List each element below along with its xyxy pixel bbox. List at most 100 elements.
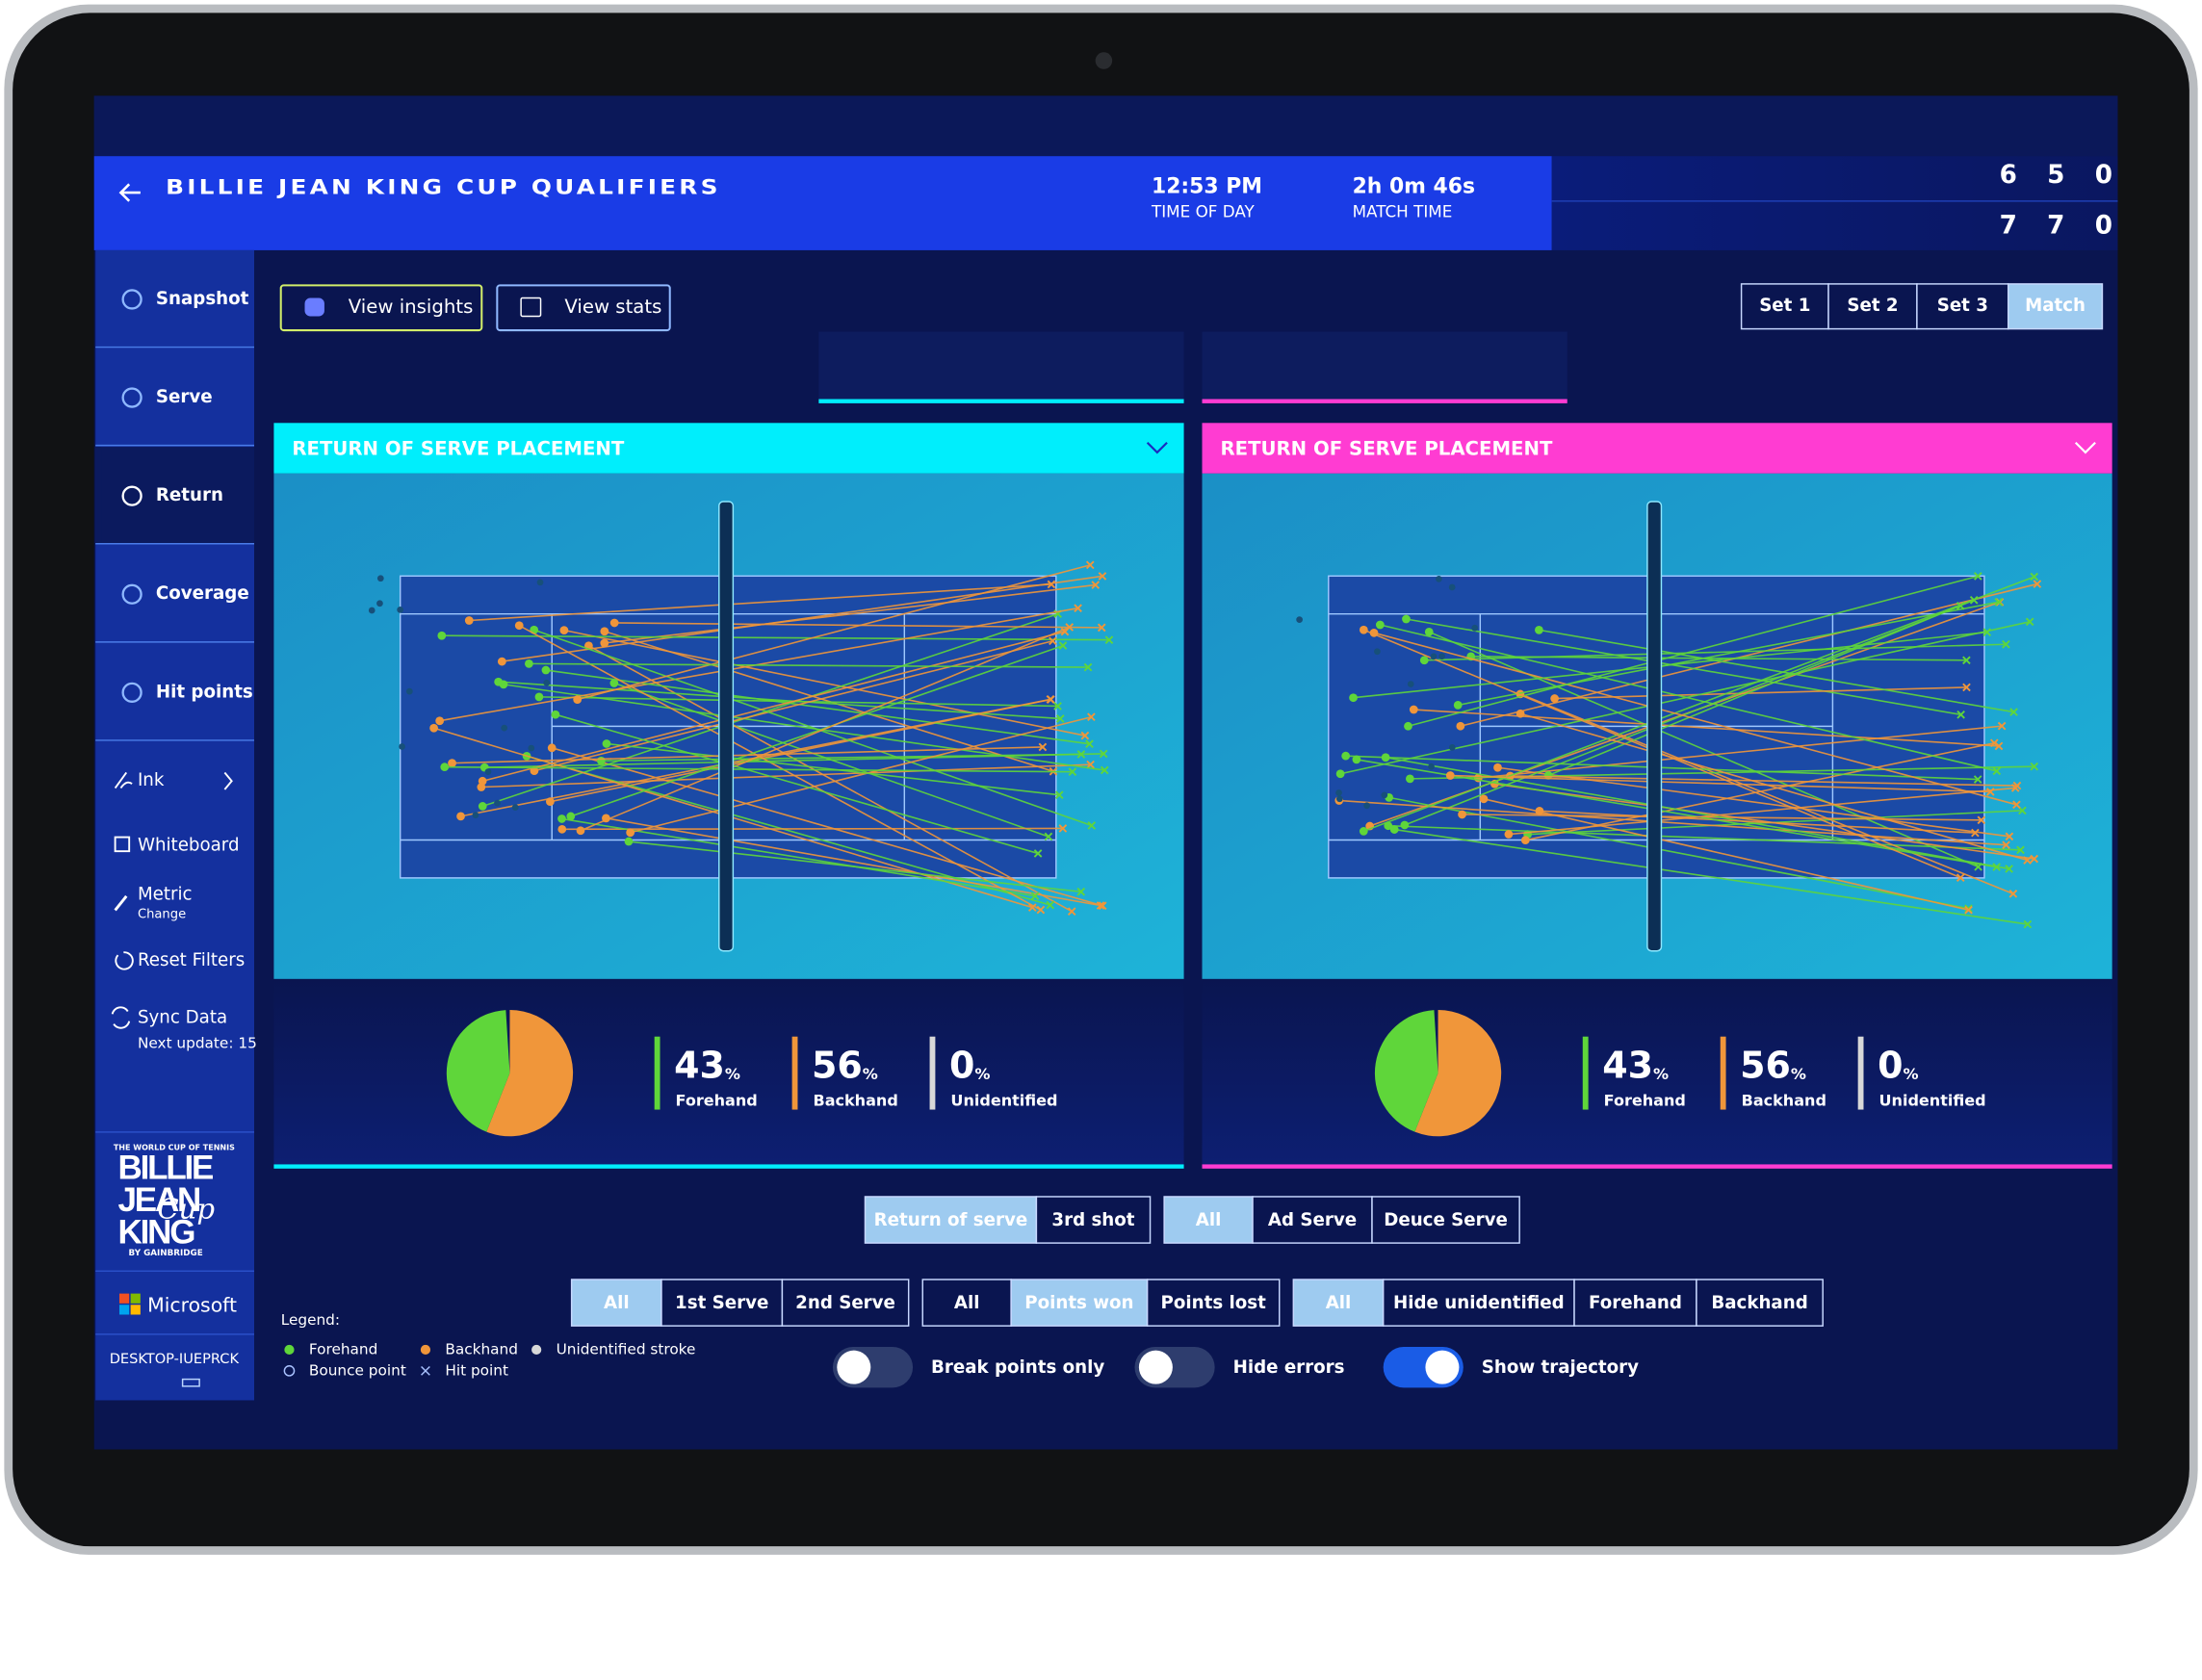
hit-point xyxy=(1504,830,1514,839)
hit-point xyxy=(1535,625,1543,634)
bounce-point xyxy=(1038,742,1048,752)
filter-button[interactable] xyxy=(661,1279,784,1327)
header-title: BILLIE JEAN KING CUP QUALIFIERS xyxy=(166,176,721,199)
hit-point xyxy=(1458,810,1466,819)
set-button[interactable] xyxy=(1916,283,2009,330)
panel-collapse[interactable] xyxy=(2074,441,2096,454)
filter-button[interactable] xyxy=(1573,1279,1697,1327)
hit-point xyxy=(464,616,474,625)
hit-point xyxy=(541,665,551,675)
bounce-point xyxy=(1027,903,1037,912)
brand-word: JEAN xyxy=(118,1181,200,1219)
filter-label: Points won xyxy=(1024,1293,1133,1313)
pie-slice xyxy=(446,1010,510,1132)
panel-collapse[interactable] xyxy=(1146,441,1168,454)
ink-chevron[interactable] xyxy=(223,771,233,790)
bounce-point xyxy=(2033,580,2042,588)
unidentified-point xyxy=(1335,795,1343,803)
bounce-point xyxy=(1033,849,1043,858)
filter-label: All xyxy=(1196,1210,1222,1230)
stat-bar xyxy=(1857,1036,1864,1110)
filter-label: Points lost xyxy=(1161,1293,1267,1313)
trajectory xyxy=(561,817,1036,897)
hit-point xyxy=(1479,794,1489,804)
trajectory xyxy=(529,662,1089,668)
bounce-point xyxy=(1068,767,1077,776)
set-button[interactable] xyxy=(2007,283,2104,330)
bounce-point xyxy=(1058,824,1068,833)
bounce-point xyxy=(1997,721,2007,731)
trajectory xyxy=(588,645,1073,913)
bounce-point xyxy=(1962,656,1971,665)
trajectory xyxy=(444,765,1073,773)
filter-button[interactable] xyxy=(781,1279,910,1327)
filter-button[interactable] xyxy=(1163,1196,1254,1244)
filter-button[interactable] xyxy=(1292,1279,1385,1327)
trajectory xyxy=(1363,629,1961,879)
stat-unit: % xyxy=(1653,1065,1669,1083)
brand-sponsor: BY GAINBRIDGE xyxy=(129,1249,203,1258)
filter-button[interactable] xyxy=(1696,1279,1824,1327)
set-button[interactable] xyxy=(1827,283,1918,330)
nav-label: Coverage xyxy=(156,583,249,604)
hit-point xyxy=(1520,836,1530,845)
nav-icon xyxy=(121,485,142,506)
stat-unit: % xyxy=(974,1065,990,1083)
trajectory xyxy=(563,629,1086,737)
stat-value: 0% xyxy=(949,1044,990,1086)
metric-icon xyxy=(114,894,128,912)
hit-point xyxy=(1456,721,1465,731)
stat-unit: % xyxy=(863,1065,878,1083)
filter-button[interactable] xyxy=(1371,1196,1520,1244)
hit-point xyxy=(600,627,609,636)
hit-point xyxy=(494,677,504,686)
header-bar xyxy=(93,156,1552,250)
bounce-point xyxy=(1076,750,1086,759)
trajectory xyxy=(1508,787,2016,836)
trajectory xyxy=(1338,799,2007,846)
action-label: View stats xyxy=(564,296,661,318)
legend-symbol xyxy=(531,1344,542,1356)
filter-button[interactable] xyxy=(864,1196,1038,1244)
bounce-point xyxy=(1085,560,1095,570)
back-button[interactable] xyxy=(118,183,141,202)
panel-header xyxy=(273,423,1184,474)
bounce-point xyxy=(1065,623,1075,632)
unidentified-point xyxy=(501,724,508,732)
hit-point xyxy=(1535,806,1544,815)
pie-slice xyxy=(486,1009,574,1137)
hit-point xyxy=(1400,820,1410,830)
filter-label: Deuce Serve xyxy=(1384,1210,1508,1230)
filter-button[interactable] xyxy=(1010,1279,1149,1327)
action-button[interactable] xyxy=(279,284,483,332)
bounce-point xyxy=(1055,714,1065,723)
bounce-point xyxy=(1956,710,1965,719)
player-tab[interactable] xyxy=(1202,331,1567,402)
match-time: 2h 0m 46s xyxy=(1353,174,1475,198)
bounce-point xyxy=(1989,738,1999,748)
player-tab[interactable] xyxy=(818,331,1184,402)
action-button[interactable] xyxy=(496,284,671,332)
unidentified-point xyxy=(528,744,535,752)
filter-button[interactable] xyxy=(1035,1196,1152,1244)
legend-symbol xyxy=(283,1364,296,1377)
filter-button[interactable] xyxy=(570,1279,662,1327)
filter-button[interactable] xyxy=(1146,1279,1281,1327)
hit-point xyxy=(1359,625,1368,634)
trajectory xyxy=(577,564,1091,701)
score: 7 xyxy=(2047,212,2064,241)
bounce-point xyxy=(1096,901,1105,910)
filter-button[interactable] xyxy=(1382,1279,1575,1327)
trajectory xyxy=(1547,599,1975,777)
unidentified-point xyxy=(1430,653,1438,660)
hit-point xyxy=(1424,627,1434,636)
unidentified-point xyxy=(376,575,384,582)
bounce-point xyxy=(1099,749,1108,759)
filter-button[interactable] xyxy=(921,1279,1012,1327)
net xyxy=(1646,501,1663,952)
set-button[interactable] xyxy=(1740,283,1829,330)
unidentified-point xyxy=(1407,681,1414,687)
unidentified-point xyxy=(405,687,413,695)
trajectory xyxy=(1478,725,2003,779)
trajectory xyxy=(498,681,1061,720)
